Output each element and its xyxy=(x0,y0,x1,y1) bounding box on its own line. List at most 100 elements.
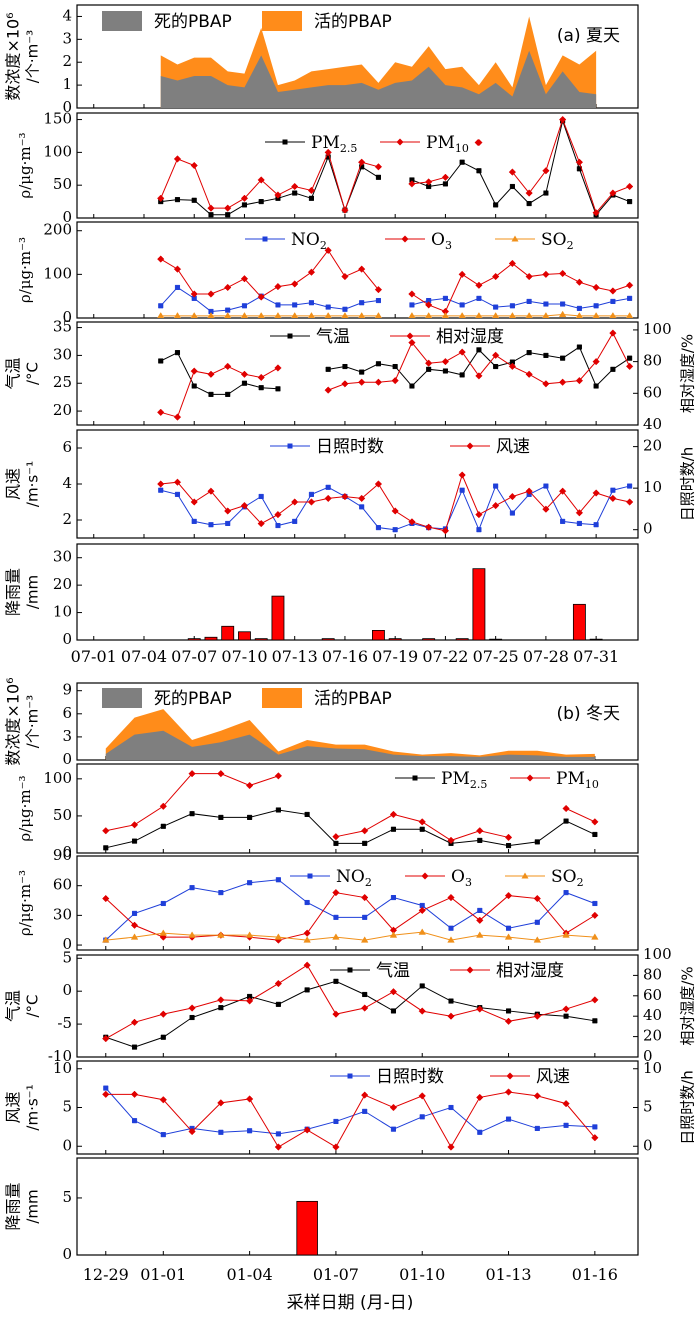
data-point xyxy=(173,265,182,273)
y2-tick-label: 100 xyxy=(643,945,672,963)
data-point xyxy=(191,383,197,389)
data-point xyxy=(625,498,634,506)
y-tick-label: 35 xyxy=(53,318,72,336)
data-point xyxy=(308,300,314,306)
data-point xyxy=(509,183,515,190)
data-point xyxy=(341,206,349,214)
data-point xyxy=(224,507,232,515)
x-tick-label: 01-01 xyxy=(140,1265,186,1284)
series-line xyxy=(105,931,595,941)
data-point xyxy=(333,914,339,920)
data-point xyxy=(217,996,225,1004)
data-point xyxy=(542,167,550,175)
data-point xyxy=(509,510,515,516)
rain-bar xyxy=(572,603,586,640)
data-point xyxy=(174,350,181,356)
legend-label: NO2 xyxy=(336,867,372,889)
y-tick-label: 6 xyxy=(62,704,72,722)
data-point xyxy=(274,933,283,940)
y-tick-label: 0 xyxy=(62,98,72,116)
data-layer xyxy=(102,1085,599,1151)
legend-label: 气温 xyxy=(316,327,350,347)
data-point xyxy=(508,362,517,371)
data-point xyxy=(359,369,365,375)
data-point xyxy=(477,907,483,913)
y2-tick-label: 100 xyxy=(643,320,672,338)
y2-tick-label: 0 xyxy=(643,1047,653,1065)
data-point xyxy=(303,929,311,937)
data-point xyxy=(374,312,382,318)
data-point xyxy=(508,259,517,268)
data-point xyxy=(610,366,616,372)
legend-label: 相对湿度 xyxy=(496,961,564,981)
y2-tick-label: 40 xyxy=(643,1006,662,1024)
rain-bar xyxy=(388,638,402,640)
y-tick-label: 20 xyxy=(53,575,72,593)
data-point xyxy=(174,284,181,291)
data-point xyxy=(362,991,368,998)
legend-label: SO2 xyxy=(551,867,584,889)
data-point xyxy=(591,911,599,920)
data-point xyxy=(492,351,500,359)
data-point xyxy=(103,1085,109,1091)
data-point xyxy=(560,355,566,361)
data-point xyxy=(157,480,165,488)
data-point xyxy=(591,1134,599,1142)
y-axis-label-unit: /m·s⁻¹ xyxy=(24,461,42,507)
data-point xyxy=(160,823,166,829)
legend-swatch xyxy=(262,688,302,708)
data-point xyxy=(627,483,633,489)
data-point xyxy=(157,255,165,263)
data-point xyxy=(245,1095,254,1103)
data-point xyxy=(332,1010,340,1018)
data-point xyxy=(409,177,415,183)
data-point xyxy=(374,378,383,386)
data-point xyxy=(359,300,365,306)
data-point xyxy=(592,357,600,366)
data-point xyxy=(476,931,484,938)
data-point xyxy=(173,312,181,318)
data-point xyxy=(247,814,253,820)
data-point xyxy=(627,295,633,301)
y-axis-label: ρ/μg·m⁻³ xyxy=(16,132,34,198)
legend-marker xyxy=(526,774,534,782)
y-axis-label-unit: /mm xyxy=(24,575,42,609)
data-point xyxy=(207,370,215,378)
data-point xyxy=(158,303,164,309)
rain-bar xyxy=(321,638,335,640)
y-tick-label: 0 xyxy=(62,1136,72,1154)
data-point xyxy=(188,931,196,938)
data-point xyxy=(419,902,425,909)
y-axis-label-unit: /个·m⁻³ xyxy=(24,30,42,83)
data-point xyxy=(359,504,365,510)
data-point xyxy=(275,1001,281,1007)
y-axis-label-unit: /°C xyxy=(24,362,42,385)
y-tick-label: -5 xyxy=(57,1014,72,1032)
plot-frame xyxy=(76,221,639,319)
data-point xyxy=(291,498,299,506)
data-point xyxy=(275,807,281,813)
data-point xyxy=(419,1114,425,1120)
data-point xyxy=(241,380,248,386)
data-point xyxy=(458,471,466,479)
legend-swatch xyxy=(262,11,302,31)
data-point xyxy=(102,1034,110,1043)
data-point xyxy=(157,194,165,202)
legend-label: NO2 xyxy=(291,230,327,252)
data-point xyxy=(493,202,499,208)
data-point xyxy=(389,1103,398,1112)
data-point xyxy=(258,493,264,500)
data-point xyxy=(274,312,282,318)
data-point xyxy=(158,487,164,493)
x-tick-label: 07-07 xyxy=(171,647,217,666)
data-point xyxy=(458,270,466,279)
data-point xyxy=(308,491,314,497)
x-tick-label: 12-29 xyxy=(83,1265,129,1284)
data-point xyxy=(375,297,381,304)
data-point xyxy=(509,359,515,365)
y-tick-label: 4 xyxy=(62,6,72,24)
data-point xyxy=(447,836,455,845)
data-point xyxy=(563,1122,569,1128)
